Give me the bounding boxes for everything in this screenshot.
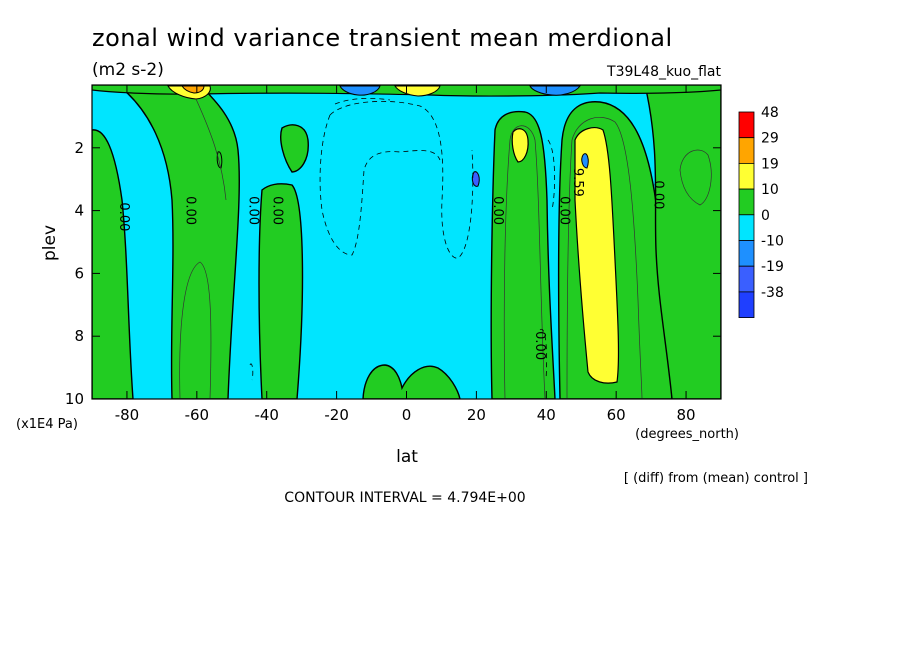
x-axis-label: lat [396,447,418,467]
colorbar-label: -38 [761,285,784,301]
field-green-sh-blob [280,124,309,173]
positive-contour-lines [179,98,712,399]
contour-label: 0.00 [532,331,547,360]
contour-labels: 0.00 0.00 0.00 0.00 0.000.000.009.59 0.00 [116,168,666,360]
contour-label: 0.00 [116,202,131,231]
x-tick-label: -20 [324,406,349,424]
y-tick-label: 4 [74,202,84,220]
colorbar-swatch [738,240,755,267]
field-green-sh-jet [258,183,304,399]
field-yellow-nh-sub [511,128,529,163]
y-tick-label: 8 [74,327,84,345]
x-tick-label: 20 [467,406,486,424]
field-blue-nh-top [529,85,581,96]
field-green-small [216,151,223,169]
x-axis-units: (degrees_north) [635,427,739,442]
x-tick-label: 40 [537,406,556,424]
colorbar-label: 0 [761,208,770,224]
chart-title: zonal wind variance transient mean merdi… [92,24,673,52]
x-tick-label: -80 [115,406,140,424]
diff-note: [ (diff) from (mean) control ] [624,471,808,486]
x-tick-label: 60 [607,406,626,424]
negative-contour-lines [249,97,556,381]
colorbar-swatch [738,162,755,190]
x-tick-label: -40 [254,406,279,424]
colorbar-swatch [738,137,755,164]
experiment-label: T39L48_kuo_flat [606,64,721,80]
x-tick-label: 0 [402,406,412,424]
colorbar-label: 48 [761,105,779,121]
contour-label: 0.00 [651,180,666,209]
field-blue-eq-top [339,85,381,96]
colorbar-swatch [738,214,755,241]
colorbar-label: 10 [761,182,779,198]
field-orange-sh-top [181,85,205,94]
y-axis-label: plev [40,225,60,261]
contour-interval: CONTOUR INTERVAL = 4.794E+00 [284,490,525,506]
field-green-sh-polar [92,129,134,399]
colorbar: 48 29 19 10 0 -10 -19 -38 [738,105,784,318]
contour-label: 0.00 [270,196,285,225]
x-tick-label: 80 [677,406,696,424]
field-blue-small-2 [581,153,589,169]
contour-label: 0.00 [490,196,505,225]
contour-label: 9.59 [570,168,585,197]
colorbar-swatch [738,188,755,216]
colorbar-swatch [738,111,755,139]
colorbar-label: 19 [761,156,779,172]
contour-label: 0.00 [556,196,571,225]
field-blue-small [471,171,480,187]
field-green-eq-bottom [362,364,461,399]
colorbar-label: 29 [761,131,779,147]
plot-area: 0.00 0.00 0.00 0.00 0.000.000.009.59 0.00 [92,85,721,399]
y-tick-label: 10 [65,390,84,408]
colorbar-label: -10 [761,234,784,250]
x-tick-label: -60 [185,406,210,424]
y-axis: 2 4 6 8 10 [65,139,721,408]
field-yellow-nh-jet [574,127,620,384]
field-green-nh-polar [644,85,721,399]
contour-label: 0.00 [182,196,197,225]
y-axis-units: (x1E4 Pa) [16,417,78,432]
colorbar-label: -19 [761,259,784,275]
colorbar-swatch [738,265,755,293]
units-label: (m2 s-2) [92,60,164,80]
contour-label: 0.00 [245,196,260,225]
y-tick-label: 2 [74,139,84,157]
colorbar-swatch [738,291,755,318]
x-axis: -80 -60 -40 -20 0 20 40 60 80 [115,85,696,424]
y-tick-label: 6 [74,264,84,282]
field-green-sh-midlat [116,85,240,399]
